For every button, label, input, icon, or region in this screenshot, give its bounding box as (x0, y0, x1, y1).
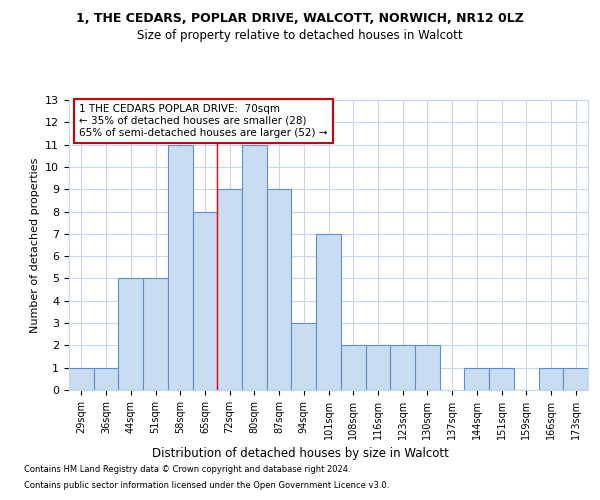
Text: 1, THE CEDARS, POPLAR DRIVE, WALCOTT, NORWICH, NR12 0LZ: 1, THE CEDARS, POPLAR DRIVE, WALCOTT, NO… (76, 12, 524, 26)
Y-axis label: Number of detached properties: Number of detached properties (29, 158, 40, 332)
Bar (267, 189, 292, 390)
Bar (316, 234, 341, 390)
Bar (193, 212, 217, 390)
Text: Size of property relative to detached houses in Walcott: Size of property relative to detached ho… (137, 29, 463, 42)
Text: Contains public sector information licensed under the Open Government Licence v3: Contains public sector information licen… (24, 481, 389, 490)
Bar (539, 368, 563, 390)
Text: Distribution of detached houses by size in Walcott: Distribution of detached houses by size … (152, 448, 448, 460)
Bar (489, 368, 514, 390)
Bar (242, 144, 267, 390)
Bar (292, 323, 316, 390)
Bar (94, 368, 118, 390)
Bar (217, 189, 242, 390)
Bar (143, 278, 168, 390)
Bar (365, 346, 390, 390)
Bar (69, 368, 94, 390)
Bar (415, 346, 440, 390)
Bar (563, 368, 588, 390)
Bar (341, 346, 365, 390)
Bar (464, 368, 489, 390)
Text: Contains HM Land Registry data © Crown copyright and database right 2024.: Contains HM Land Registry data © Crown c… (24, 465, 350, 474)
Bar (390, 346, 415, 390)
Bar (118, 278, 143, 390)
Text: 1 THE CEDARS POPLAR DRIVE:  70sqm
← 35% of detached houses are smaller (28)
65% : 1 THE CEDARS POPLAR DRIVE: 70sqm ← 35% o… (79, 104, 328, 138)
Bar (168, 144, 193, 390)
